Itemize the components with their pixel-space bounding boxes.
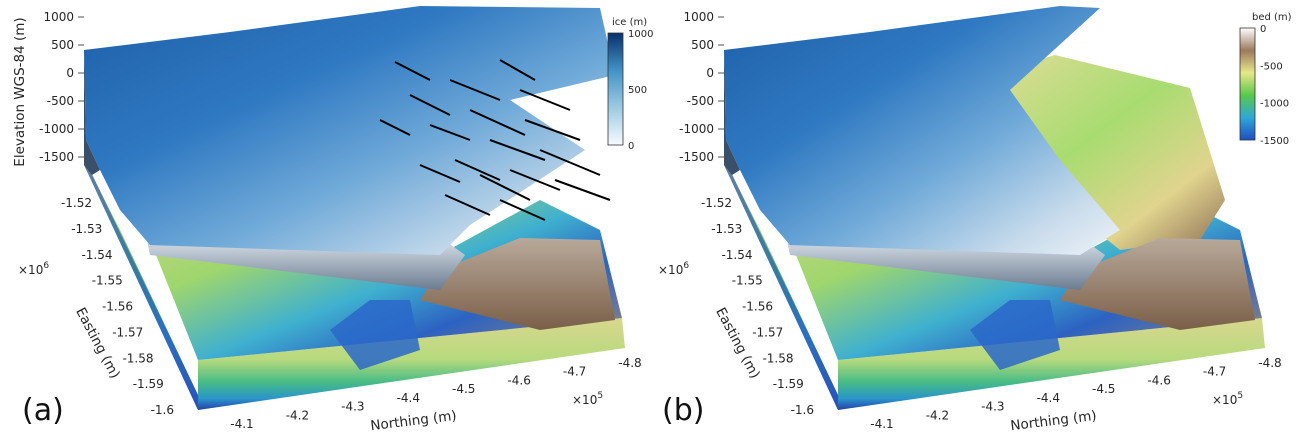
panel-b-bed-right: [970, 55, 1225, 250]
panel-b-left-wall-shade: [724, 165, 838, 410]
panel-b-ice-shelf-wall: [724, 50, 740, 175]
panel-a-y-multiplier: ×106: [18, 261, 49, 277]
panel-a-ytick-label: -1.52: [61, 196, 92, 210]
panel-a-xtick-label: -4.2: [286, 408, 309, 422]
panel-b-ytick-label: -1.6: [791, 403, 814, 417]
panel-a-ytick-label: -1.56: [102, 300, 133, 314]
panel-b-xtick-label: -4.6: [1147, 373, 1170, 387]
panel-b-front-wall: [838, 318, 1265, 410]
panel-a-ytick-label: -1.54: [81, 248, 112, 262]
panel-a-xtick-label: -4.7: [563, 365, 586, 379]
panel-b-label: (b): [662, 393, 704, 428]
panel-a-deep-trough: [330, 300, 420, 370]
panel-b: (b) 1000 500 0 -500 -1000 -1500 Easting (m) ×…: [658, 6, 1292, 434]
panel-b-xtick-label: -4.1: [870, 417, 893, 431]
panel-a-xticks: -4.1 -4.2 -4.3 -4.4 -4.5 -4.6 -4.7 -4.8: [230, 356, 641, 431]
panel-a-ylabel: Easting (m): [72, 305, 123, 381]
panel-b-yticks: -1.52 -1.53 -1.54 -1.55 -1.56 -1.57 -1.58 -1.59…: [701, 196, 814, 417]
panel-b-colorbar-tick-label: -1500: [1260, 136, 1289, 147]
panel-b-ytick-label: -1.54: [721, 248, 752, 262]
panel-a-ztick-label: -1000: [39, 122, 74, 136]
panel-b-xlabel: Northing (m): [1010, 408, 1098, 434]
panel-b-y-multiplier: ×106: [658, 261, 689, 277]
panel-a-zticks: 1000 500 0 -500 -1000 -1500: [39, 10, 84, 164]
panel-b-deep-trough: [970, 300, 1060, 370]
panel-a-ice-surface: [84, 6, 615, 255]
panel-a-ice-shelf-wall: [84, 50, 100, 175]
panel-a-colorbar-bar: [607, 32, 624, 146]
panel-a-ytick-label: -1.6: [151, 403, 174, 417]
panel-b-xtick-label: -4.8: [1258, 356, 1281, 370]
panel-a-colorbar-tick-label: 0: [628, 141, 634, 152]
panel-b-ztick-label: 0: [706, 66, 714, 80]
panel-a-x-multiplier: ×105: [572, 391, 603, 407]
panel-a: (a) Elevation WGS-84 (m) 1000 500 0 -500 -10…: [12, 6, 653, 434]
panel-b-ytick-label: -1.58: [762, 351, 793, 365]
panel-a-xtick-label: -4.8: [618, 356, 641, 370]
panel-b-xticks: -4.1 -4.2 -4.3 -4.4 -4.5 -4.6 -4.7 -4.8: [870, 356, 1281, 431]
panel-b-ytick-label: -1.55: [732, 274, 763, 288]
panel-b-colorbar-title: bed (m): [1252, 12, 1292, 23]
panel-a-xtick-label: -4.3: [341, 400, 364, 414]
panel-b-xtick-label: -4.7: [1203, 365, 1226, 379]
panel-a-zlabel: Elevation WGS-84 (m): [12, 17, 28, 166]
panel-a-ytick-label: -1.58: [122, 351, 153, 365]
panel-b-brown-ridge: [1060, 238, 1255, 330]
panel-a-colorbar: ice (m) 1000 500 0: [607, 17, 653, 152]
panel-b-colorbar: bed (m) 0 -500 -1000 -1500: [1239, 12, 1292, 147]
panel-a-ztick-label: 1000: [43, 10, 74, 24]
panel-a-velocity-vectors: [379, 59, 611, 221]
panel-a-ytick-label: -1.59: [133, 377, 164, 391]
panel-a-xtick-label: -4.5: [452, 382, 475, 396]
panel-b-colorbar-tick-label: -500: [1260, 61, 1283, 72]
panel-b-zticks: 1000 500 0 -500 -1000 -1500: [679, 10, 724, 164]
panel-a-ztick-label: 0: [66, 66, 74, 80]
panel-b-ztick-label: -1000: [679, 122, 714, 136]
panel-b-ztick-label: -500: [687, 94, 714, 108]
panel-a-xtick-label: -4.4: [397, 391, 420, 405]
panel-b-ice-surface: [724, 6, 1120, 255]
panel-a-ytick-label: -1.55: [92, 274, 123, 288]
panel-b-ylabel: Easting (m): [712, 305, 763, 381]
panel-a-xtick-label: -4.1: [230, 417, 253, 431]
panel-a-ztick-label: -500: [47, 94, 74, 108]
panel-b-xtick-label: -4.3: [981, 400, 1004, 414]
panel-a-front-wall: [198, 318, 625, 410]
panel-a-brown-ridge: [420, 238, 615, 330]
panel-a-ytick-label: -1.57: [112, 325, 143, 339]
panel-a-label: (a): [22, 393, 64, 428]
panel-b-colorbar-bar: [1239, 27, 1256, 141]
panel-b-ztick-label: 1000: [683, 10, 714, 24]
panel-a-ztick-label: -1500: [39, 150, 74, 164]
panel-b-ytick-label: -1.52: [701, 196, 732, 210]
panel-b-ytick-label: -1.57: [752, 325, 783, 339]
panel-a-xlabel: Northing (m): [370, 408, 458, 434]
panel-b-xtick-label: -4.2: [926, 408, 949, 422]
panel-b-colorbar-tick-label: -1000: [1260, 99, 1289, 110]
panel-b-ytick-label: -1.59: [773, 377, 804, 391]
panel-b-ytick-label: -1.53: [711, 222, 742, 236]
panel-b-xtick-label: -4.5: [1092, 382, 1115, 396]
panel-a-colorbar-tick-label: 500: [628, 85, 647, 96]
panel-b-ytick-label: -1.56: [742, 300, 773, 314]
panel-a-ztick-label: 500: [51, 38, 74, 52]
panel-b-x-multiplier: ×105: [1212, 391, 1243, 407]
panel-a-yticks: -1.52 -1.53 -1.54 -1.55 -1.56 -1.57 -1.58 -1.59…: [61, 196, 174, 417]
panel-a-xtick-label: -4.6: [507, 373, 530, 387]
panel-b-ztick-label: -1500: [679, 150, 714, 164]
panel-b-xtick-label: -4.4: [1037, 391, 1060, 405]
panel-b-colorbar-tick-label: 0: [1260, 24, 1266, 35]
panel-a-colorbar-title: ice (m): [612, 17, 647, 28]
panel-a-ytick-label: -1.53: [71, 222, 102, 236]
panel-a-left-wall-shade: [84, 165, 198, 410]
panel-a-colorbar-tick-label: 1000: [628, 29, 653, 40]
panel-b-colorbar-ticks: 0 -500 -1000 -1500: [1260, 24, 1289, 147]
panel-b-ztick-label: 500: [691, 38, 714, 52]
panel-a-colorbar-ticks: 1000 500 0: [628, 29, 653, 152]
